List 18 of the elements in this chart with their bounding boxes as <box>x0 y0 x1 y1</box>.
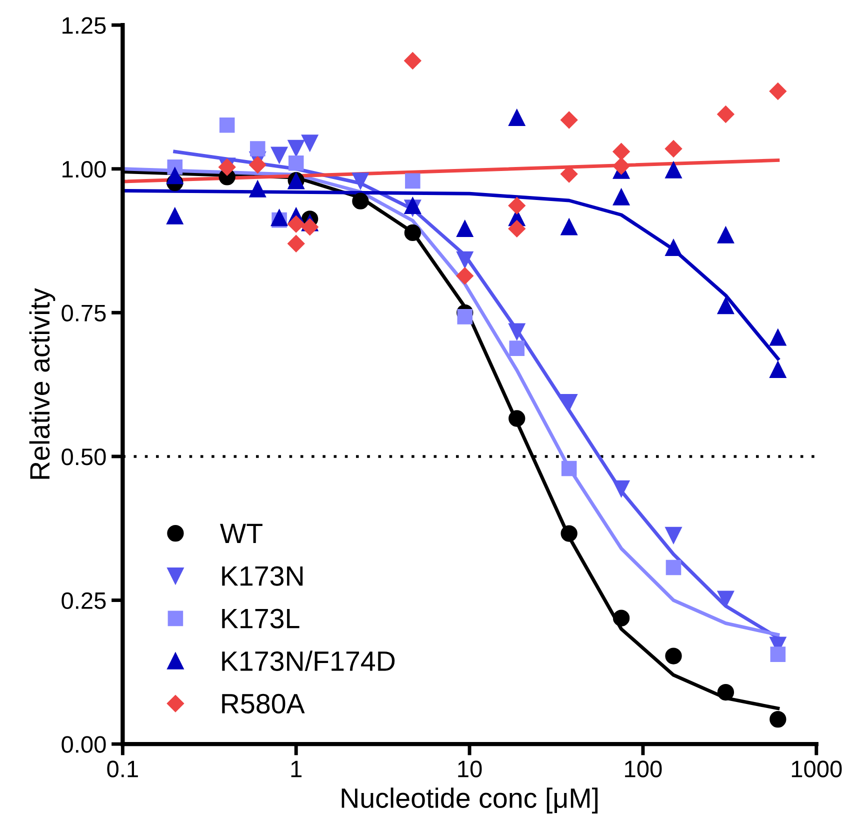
x-tick-label: 10 <box>458 760 482 778</box>
legend-label: K173N/F174D <box>222 650 395 671</box>
y-tick-label: 1.00 <box>62 160 106 178</box>
y-tick-label: 0.50 <box>62 448 106 466</box>
x-tick-label: 1000 <box>792 760 842 778</box>
y-tick-label: 0.00 <box>62 736 106 753</box>
x-tick-label: 1 <box>291 760 302 778</box>
legend-label: K173N <box>222 566 303 586</box>
legend-label: R580A <box>222 694 305 714</box>
legend-label: K173L <box>222 608 300 628</box>
y-tick-label: 0.75 <box>62 304 106 322</box>
y-tick-label: 1.25 <box>62 17 106 34</box>
x-tick-label: 0.1 <box>107 760 138 778</box>
y-tick-label: 0.25 <box>62 592 106 610</box>
y-axis-title: Relative activity <box>29 288 56 479</box>
x-axis-title: Nucleotide conc [μM] <box>342 788 598 814</box>
legend-label: WT <box>220 524 262 544</box>
x-tick-label: 100 <box>625 760 662 778</box>
